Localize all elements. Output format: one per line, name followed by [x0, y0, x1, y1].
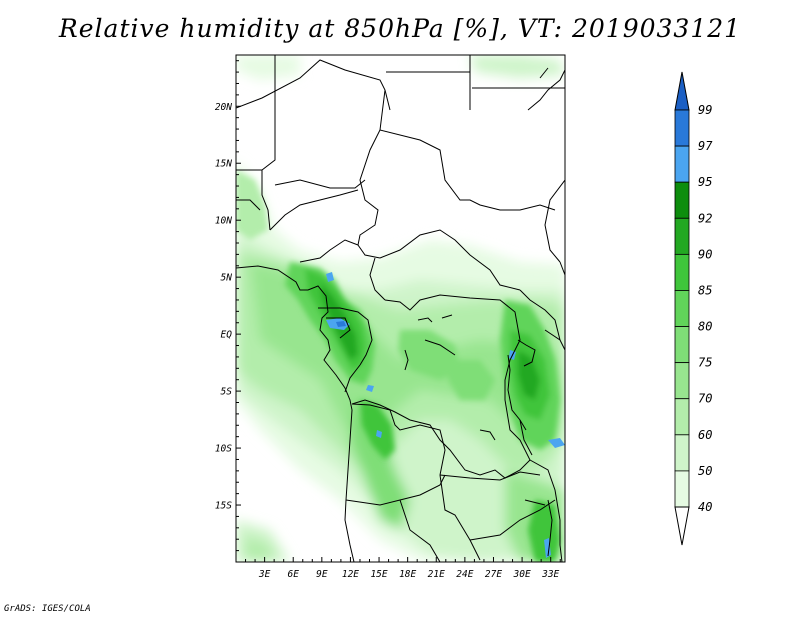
colorbar-level-label: 97 — [698, 139, 713, 153]
colorbar-level-label: 85 — [698, 283, 712, 297]
colorbar-swatch — [674, 362, 690, 400]
lat-tick-label: EQ — [221, 330, 233, 341]
lon-tick-label: 24E — [456, 569, 473, 580]
political-boundaries — [236, 55, 565, 562]
colorbar-level-label: 40 — [698, 500, 712, 514]
colorbar-level-label: 92 — [698, 211, 712, 225]
map-frame — [235, 54, 566, 563]
credit-label: GrADS: IGES/COLA — [4, 604, 91, 614]
colorbar-swatch — [674, 181, 690, 219]
colorbar-swatch — [674, 217, 690, 255]
colorbar-level-label: 50 — [698, 464, 712, 478]
colorbar-swatch — [674, 145, 690, 183]
lat-tick-label: 10N — [215, 216, 232, 227]
lon-tick-label: 27E — [485, 569, 502, 580]
colorbar-level-label: 95 — [698, 175, 712, 189]
colorbar-level-label: 90 — [698, 247, 712, 261]
lon-tick-label: 18E — [399, 569, 416, 580]
colorbar-bottom-triangle — [674, 506, 690, 546]
colorbar-level-label: 75 — [698, 356, 712, 370]
lon-tick-label: 12E — [342, 569, 359, 580]
colorbar-legend: 40 50 60 70 75 80 85 90 92 95 97 99 — [674, 71, 713, 546]
lat-tick-label: 20N — [215, 102, 232, 113]
lat-tick-label: 15S — [215, 501, 232, 512]
chart-title: Relative humidity at 850hPa [%], VT: 201… — [58, 14, 742, 43]
latitude-axis: 20N 15N 10N 5N EQ 5S 10S 15S — [215, 60, 241, 552]
colorbar-swatch — [674, 253, 690, 291]
lat-tick-label: 15N — [215, 159, 232, 170]
colorbar-swatch — [674, 470, 690, 508]
colorbar-level-label: 80 — [698, 320, 712, 334]
colorbar-swatch — [674, 326, 690, 364]
colorbar-swatch — [674, 109, 690, 147]
colorbar-top-triangle — [674, 71, 690, 111]
colorbar-swatch — [674, 398, 690, 436]
lon-tick-label: 3E — [258, 569, 271, 580]
humidity-field — [236, 55, 565, 562]
colorbar-swatch — [674, 434, 690, 472]
longitude-axis: 3E 6E 9E 12E 15E 18E 21E 24E 27E 30E 33E — [245, 557, 561, 580]
lon-tick-label: 6E — [287, 569, 299, 580]
colorbar-level-label: 99 — [698, 103, 712, 117]
lat-tick-label: 5N — [221, 273, 233, 284]
lon-tick-label: 21E — [428, 569, 445, 580]
lat-tick-label: 10S — [215, 444, 232, 455]
lon-tick-label: 30E — [513, 569, 531, 580]
colorbar-swatch — [674, 290, 690, 327]
lon-tick-label: 15E — [370, 569, 387, 580]
lon-tick-label: 9E — [316, 569, 328, 580]
lat-tick-label: 5S — [221, 387, 233, 398]
colorbar-level-label: 60 — [698, 428, 712, 442]
colorbar-level-label: 70 — [698, 392, 712, 406]
lon-tick-label: 33E — [541, 569, 559, 580]
